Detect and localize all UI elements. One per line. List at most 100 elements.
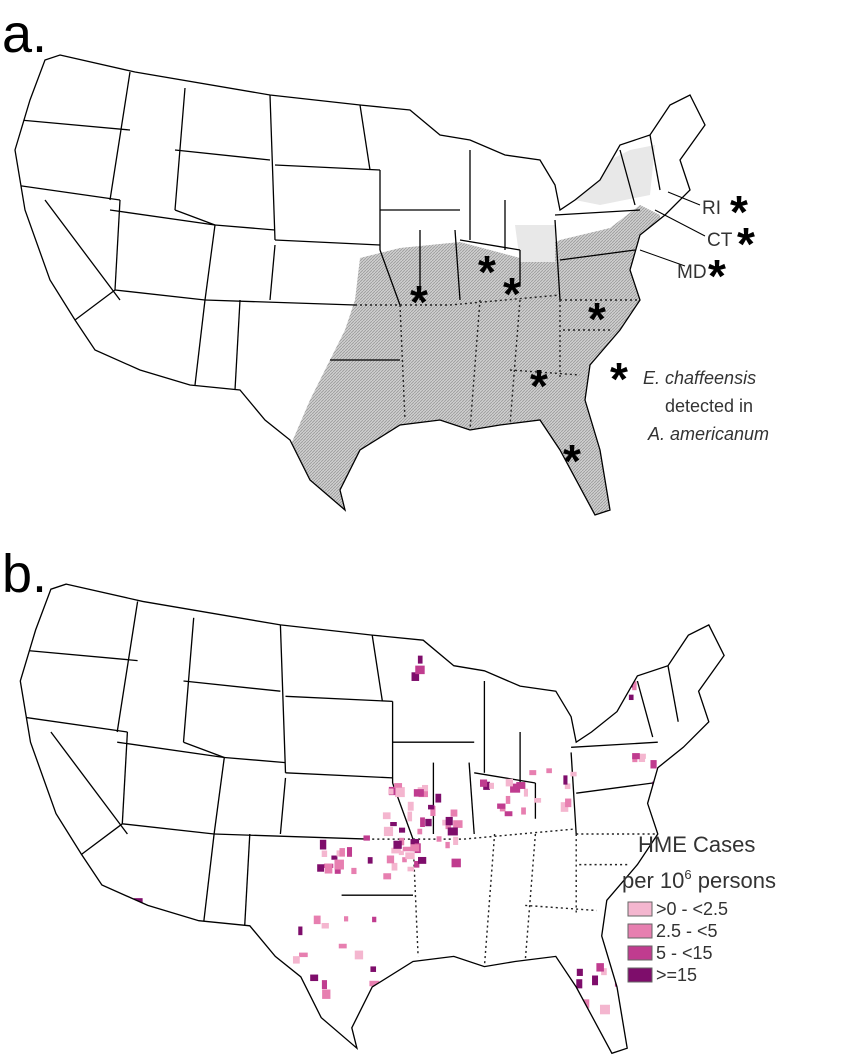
state-border [224,758,285,763]
county [480,779,487,786]
state-border [20,717,127,732]
county [565,799,571,808]
callout: MD [677,262,707,283]
legend-swatch [628,968,652,982]
state-border [525,834,535,962]
county [392,863,398,871]
county [339,848,344,857]
county [592,976,598,986]
county [437,836,442,841]
state-border [372,635,382,701]
marker: * [563,435,581,487]
county [445,842,449,848]
county [383,812,391,819]
county [651,808,656,815]
state-border [270,95,275,240]
state-border [82,824,123,855]
county [388,789,393,795]
county [505,811,513,816]
county [322,990,330,999]
county [452,859,461,868]
county [489,783,494,789]
county [506,796,510,804]
state-border [195,300,205,385]
state-border [122,824,214,834]
county [570,772,576,777]
marker: * [410,276,428,328]
callout: CT [707,230,733,251]
county [453,837,458,845]
state-border [115,200,120,290]
legend-subtitle-text: per 10 [622,868,684,893]
state-border [45,200,120,300]
county [629,695,634,700]
county [529,770,536,775]
county [317,864,324,871]
state-border [122,732,127,824]
county [347,847,352,857]
state-border [205,225,215,300]
county [370,966,376,972]
county [314,916,321,925]
state-border [15,185,120,200]
county [418,656,423,664]
county [407,867,414,872]
county [384,827,393,836]
county [453,820,462,828]
state-border [275,240,380,245]
state-border [668,666,678,722]
legend-swatch [628,902,652,916]
state-border [204,834,214,921]
county [448,827,458,835]
legend-label: >0 - <2.5 [656,899,728,919]
county [390,822,397,826]
legend-superscript: 6 [684,867,691,882]
state-border [555,210,640,215]
county [534,798,541,803]
county [387,856,394,864]
county [334,860,344,870]
county [524,789,528,797]
legend-text: E. chaffeensis [643,368,756,388]
legend-label: >=15 [656,965,697,985]
state-border [270,245,275,300]
legend-swatch [628,924,652,938]
county [506,779,513,787]
state-border [235,300,240,390]
state-border [115,290,205,300]
county [546,768,552,773]
state-border [280,778,285,834]
county [600,1005,610,1015]
state-border [25,650,137,660]
county [418,857,426,864]
county [351,868,356,874]
state-border [110,210,215,225]
state-border [117,742,224,757]
county [451,810,458,817]
state-border [20,120,130,130]
county [632,753,640,759]
county [399,828,405,833]
callout: RI [702,198,721,219]
state-border [215,225,275,230]
county [299,953,308,957]
county [576,979,582,988]
marker: * [503,268,521,320]
county [446,817,453,825]
state-border [51,732,128,834]
legend-label: 5 - <15 [656,943,713,963]
county [403,847,411,852]
county [596,963,604,971]
county [417,829,422,835]
county [497,804,505,809]
county [320,840,326,850]
panel-label: a. [2,4,47,64]
state-border [75,290,115,320]
legend-subtitle: per 106 persons [622,867,776,893]
county [363,835,369,840]
state-border [571,752,576,834]
county [516,782,525,789]
legend-text: detected in [665,396,753,416]
state-border [469,763,474,834]
state-border [525,905,596,910]
